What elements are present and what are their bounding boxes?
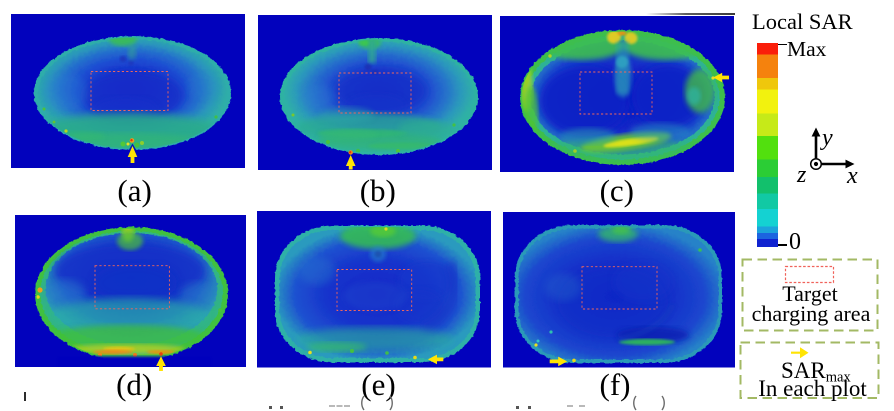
svg-text:y: y xyxy=(820,125,833,151)
svg-text:x: x xyxy=(846,163,858,189)
svg-text:z: z xyxy=(796,162,807,188)
